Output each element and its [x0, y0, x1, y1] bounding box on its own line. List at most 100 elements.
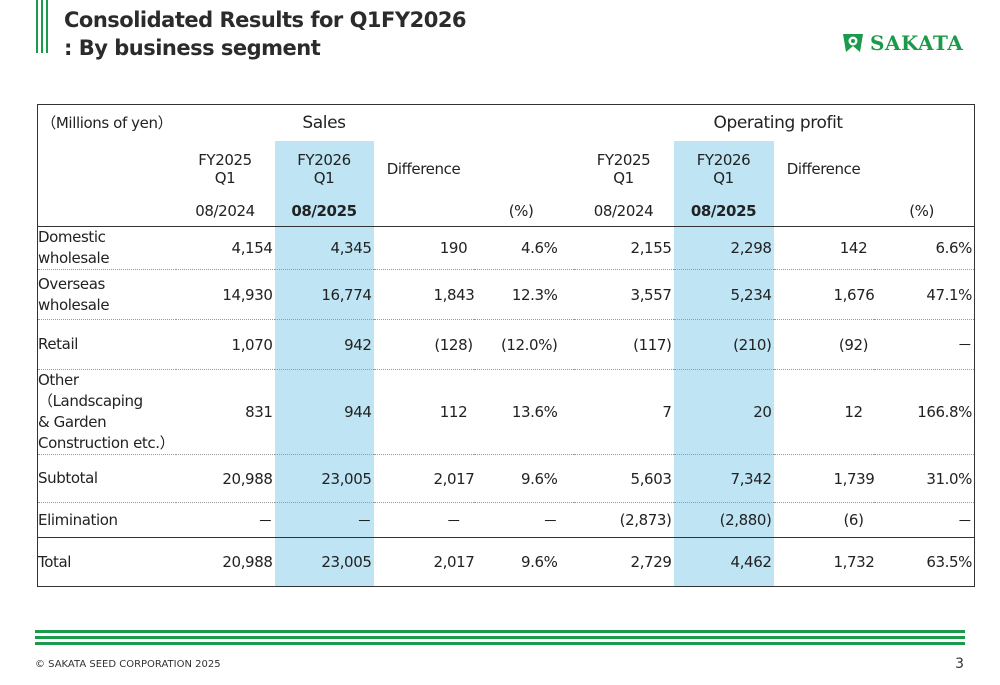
- cell: 2,017: [373, 454, 475, 503]
- row-label: Elimination: [37, 502, 176, 538]
- table-row: Subtotal 20,988 23,005 2,017 9.6% 5,603 7,342 1…: [37, 454, 975, 503]
- cell: －: [175, 502, 275, 538]
- date-prev: 08/2024: [195, 202, 255, 221]
- cell: 63.5%: [873, 537, 975, 587]
- unit-label: （Millions of yen）: [41, 114, 173, 133]
- cell: －: [274, 502, 374, 538]
- header-prev: FY2025 Q1: [198, 150, 252, 187]
- cell: 112: [373, 369, 474, 455]
- cell: 20,988: [175, 454, 275, 503]
- cell: 190: [373, 226, 474, 270]
- group-operating-profit: Operating profit: [713, 112, 844, 133]
- row-label: Other（Landscaping & Garden Construction …: [37, 369, 176, 455]
- accent-bar: [36, 0, 38, 53]
- cell: 12: [773, 369, 874, 455]
- table-row: Overseas wholesale 14,930 16,774 1,843 12.3%…: [37, 269, 975, 320]
- accent-bar: [46, 0, 48, 53]
- cell: 12.3%: [473, 269, 574, 320]
- cell: 1,676: [773, 269, 875, 320]
- table-row: Elimination －－－－ (2,873) (2,880) (6) －: [37, 502, 975, 538]
- table-row: Total 20,988 23,005 2,017 9.6% 2,729 4,462 1,73…: [37, 537, 975, 587]
- cell: 2,017: [373, 537, 475, 587]
- title-line-2: : By business segment: [64, 36, 321, 60]
- cell: 5,234: [673, 269, 774, 320]
- footer-divider: [35, 636, 965, 639]
- row-label: Subtotal: [37, 454, 176, 503]
- cell: 31.0%: [873, 454, 975, 503]
- cell: 4,462: [673, 537, 774, 587]
- cell: 16,774: [274, 269, 374, 320]
- page-title: Consolidated Results for Q1FY2026 : By b…: [64, 6, 467, 62]
- row-label: Overseas wholesale: [37, 269, 176, 320]
- pct-op-header: (%): [909, 202, 934, 221]
- sakata-logo: SAKATA: [842, 31, 963, 55]
- cell: (117): [573, 319, 674, 370]
- cell: 2,155: [573, 226, 674, 270]
- cell: 4,154: [175, 226, 275, 270]
- cell: 7,342: [673, 454, 774, 503]
- header-op-cur: FY2026 Q1: [673, 140, 774, 197]
- row-label: Domestic wholesale: [37, 226, 176, 270]
- cell: －: [473, 502, 574, 538]
- header-op-prev: FY2025 Q1: [596, 150, 651, 187]
- date-op-cur: 08/2025: [673, 196, 774, 227]
- cell: 13.6%: [473, 369, 574, 455]
- cell: 942: [274, 319, 374, 370]
- cell: －: [873, 502, 975, 538]
- cell: 142: [773, 226, 874, 270]
- cell: 1,843: [373, 269, 475, 320]
- segment-results-table: （Millions of yen） Sales Operating profit…: [37, 104, 975, 587]
- cell: (12.0%): [473, 319, 574, 370]
- footer-divider: [35, 642, 965, 645]
- row-label: Total: [37, 537, 176, 587]
- cell: 9.6%: [473, 454, 574, 503]
- cell: 14,930: [175, 269, 275, 320]
- header-diff: Difference: [386, 159, 461, 178]
- cell: －: [873, 319, 975, 370]
- cell: －: [373, 502, 474, 538]
- header-cur: FY2026 Q1: [274, 140, 374, 197]
- cell: 166.8%: [873, 369, 975, 455]
- cell: 1,732: [773, 537, 875, 587]
- date-op-prev: 08/2024: [593, 202, 654, 221]
- cell: 1,739: [773, 454, 875, 503]
- cell: 6.6%: [873, 226, 975, 270]
- cell: 4.6%: [473, 226, 574, 270]
- cell: 20,988: [175, 537, 275, 587]
- date-cur: 08/2025: [274, 196, 374, 227]
- cell: 23,005: [274, 537, 374, 587]
- logo-text: SAKATA: [870, 31, 964, 55]
- page-number: 3: [955, 656, 964, 672]
- cell: 1,070: [175, 319, 275, 370]
- title-line-1: Consolidated Results for Q1FY2026: [64, 8, 467, 32]
- cell: (6): [773, 502, 874, 538]
- cell: (92): [773, 319, 874, 370]
- cell: 47.1%: [873, 269, 975, 320]
- cell: (210): [673, 319, 774, 370]
- cell: 9.6%: [473, 537, 574, 587]
- cell: 2,729: [573, 537, 674, 587]
- group-sales: Sales: [302, 112, 346, 133]
- cell: 2,298: [673, 226, 774, 270]
- sakata-flower-icon: [843, 34, 863, 52]
- cell: 20: [673, 369, 774, 455]
- cell: (2,873): [573, 502, 674, 538]
- footer-divider: [35, 630, 965, 633]
- cell: 4,345: [274, 226, 374, 270]
- cell: 23,005: [274, 454, 374, 503]
- table-row: Domestic wholesale 4,154 4,345 190 4.6% 2,155…: [37, 226, 975, 270]
- cell: 831: [175, 369, 275, 455]
- table-row: Retail 1,070 942 (128) (12.0%) (117) (210) (92)…: [37, 319, 975, 370]
- row-label: Retail: [37, 319, 176, 370]
- accent-bar: [41, 0, 43, 53]
- cell: (2,880): [673, 502, 774, 538]
- cell: 7: [573, 369, 674, 455]
- table-row: Other（Landscaping & Garden Construction …: [37, 369, 975, 455]
- cell: 3,557: [573, 269, 674, 320]
- copyright: © SAKATA SEED CORPORATION 2025: [35, 659, 221, 670]
- header-op-diff: Difference: [786, 159, 861, 178]
- cell: 944: [274, 369, 374, 455]
- cell: 5,603: [573, 454, 674, 503]
- cell: (128): [373, 319, 474, 370]
- pct-header: (%): [508, 202, 534, 221]
